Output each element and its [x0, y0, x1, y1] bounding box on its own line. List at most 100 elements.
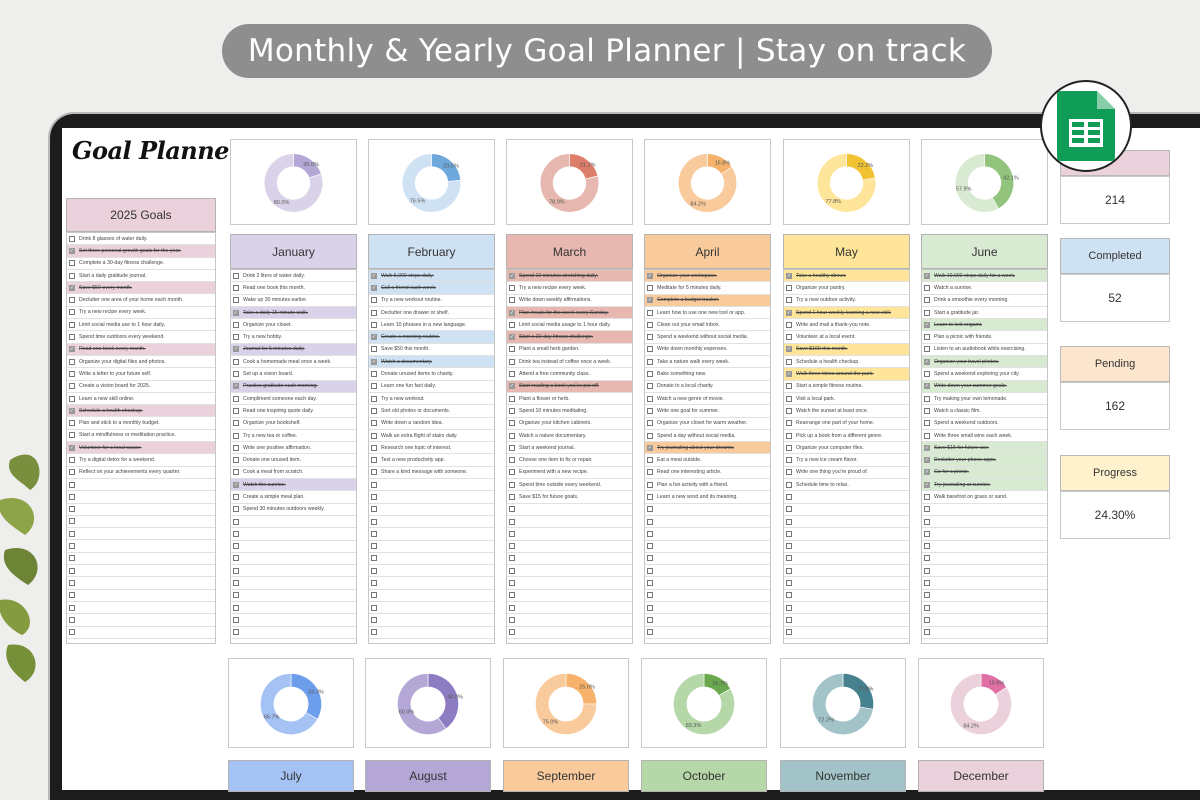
checkbox[interactable]: ✓: [924, 383, 930, 390]
goal-text[interactable]: Spend a weekend without social media.: [657, 334, 749, 341]
goal-text[interactable]: Declutter your phone apps.: [934, 457, 997, 464]
checkbox[interactable]: [371, 555, 377, 562]
checkbox[interactable]: [924, 543, 930, 550]
checkbox[interactable]: ✓: [924, 272, 930, 279]
checkbox[interactable]: [509, 530, 515, 537]
checkbox[interactable]: [69, 506, 75, 513]
checkbox[interactable]: [647, 518, 653, 525]
checkbox[interactable]: ✓: [509, 334, 515, 341]
goal-text[interactable]: Start reading a book you've put off.: [519, 383, 600, 390]
goal-text[interactable]: Save $50 this month.: [381, 346, 430, 353]
checkbox[interactable]: [371, 457, 377, 464]
checkbox[interactable]: [371, 432, 377, 439]
goal-text[interactable]: Learn a new word and its meaning.: [657, 493, 738, 500]
checkbox[interactable]: [647, 334, 653, 341]
checkbox[interactable]: [371, 604, 377, 611]
checkbox[interactable]: [233, 272, 239, 279]
goal-text[interactable]: Create a vision board for 2025.: [79, 383, 151, 390]
checkbox[interactable]: [647, 420, 653, 427]
checkbox[interactable]: ✓: [924, 481, 930, 488]
goal-text[interactable]: Start a simple fitness routine.: [796, 383, 863, 390]
checkbox[interactable]: [924, 371, 930, 378]
goal-text[interactable]: Try journaling at sunrise.: [934, 481, 991, 488]
checkbox[interactable]: ✓: [371, 358, 377, 365]
checkbox[interactable]: [924, 407, 930, 414]
goal-text[interactable]: Read one interesting article.: [657, 469, 722, 476]
checkbox[interactable]: [233, 321, 239, 328]
goal-text[interactable]: Choose one item to fix or repair.: [519, 457, 593, 464]
checkbox[interactable]: ✓: [371, 272, 377, 279]
checkbox[interactable]: ✓: [69, 247, 75, 254]
goal-text[interactable]: Create a simple meal plan.: [243, 493, 305, 500]
checkbox[interactable]: [233, 284, 239, 291]
checkbox[interactable]: ✓: [509, 309, 515, 316]
checkbox[interactable]: ✓: [786, 272, 792, 279]
checkbox[interactable]: [786, 383, 792, 390]
checkbox[interactable]: [786, 616, 792, 623]
goal-text[interactable]: Cook a homemade meal once a week.: [243, 358, 332, 365]
checkbox[interactable]: [786, 284, 792, 291]
checkbox[interactable]: [371, 346, 377, 353]
goal-text[interactable]: Try a new recipe every week.: [519, 284, 587, 291]
checkbox[interactable]: ✓: [924, 321, 930, 328]
goal-text[interactable]: Test a new productivity app.: [381, 457, 446, 464]
checkbox[interactable]: [786, 321, 792, 328]
checkbox[interactable]: [786, 358, 792, 365]
checkbox[interactable]: [786, 604, 792, 611]
checkbox[interactable]: [509, 371, 515, 378]
goal-text[interactable]: Donate one unused item.: [243, 457, 301, 464]
checkbox[interactable]: [786, 432, 792, 439]
checkbox[interactable]: [69, 481, 75, 488]
checkbox[interactable]: [233, 334, 239, 341]
goal-text[interactable]: Listen to an audiobook while exercising.: [934, 346, 1026, 353]
checkbox[interactable]: [924, 580, 930, 587]
checkbox[interactable]: [647, 395, 653, 402]
checkbox[interactable]: ✓: [786, 346, 792, 353]
goal-text[interactable]: Drink 8 glasses of water daily.: [79, 235, 148, 242]
goal-text[interactable]: Donate unused items to charity.: [381, 371, 454, 378]
checkbox[interactable]: [233, 506, 239, 513]
checkbox[interactable]: [786, 506, 792, 513]
goal-text[interactable]: Plan a fun activity with a friend.: [657, 481, 729, 488]
checkbox[interactable]: [509, 297, 515, 304]
checkbox[interactable]: [647, 358, 653, 365]
checkbox[interactable]: [509, 616, 515, 623]
goal-text[interactable]: Spend a weekend outdoors.: [934, 420, 999, 427]
goal-text[interactable]: Visit a local park.: [796, 395, 836, 402]
checkbox[interactable]: [371, 469, 377, 476]
checkbox[interactable]: [647, 284, 653, 291]
checkbox[interactable]: [647, 555, 653, 562]
checkbox[interactable]: [509, 457, 515, 464]
checkbox[interactable]: ✓: [647, 444, 653, 451]
checkbox[interactable]: [69, 395, 75, 402]
goal-text[interactable]: Watch a nature documentary.: [519, 432, 587, 439]
checkbox[interactable]: [509, 592, 515, 599]
checkbox[interactable]: [509, 469, 515, 476]
goal-text[interactable]: Start a gratitude jar.: [934, 309, 980, 316]
goal-text[interactable]: Save $15 for future use.: [934, 444, 990, 451]
checkbox[interactable]: [924, 506, 930, 513]
checkbox[interactable]: [69, 616, 75, 623]
checkbox[interactable]: [924, 555, 930, 562]
goal-text[interactable]: Call a friend each week.: [381, 284, 437, 291]
checkbox[interactable]: [69, 383, 75, 390]
checkbox[interactable]: [69, 629, 75, 636]
checkbox[interactable]: [69, 260, 75, 267]
checkbox[interactable]: [924, 309, 930, 316]
checkbox[interactable]: ✓: [233, 346, 239, 353]
checkbox[interactable]: [647, 481, 653, 488]
checkbox[interactable]: ✓: [647, 272, 653, 279]
checkbox[interactable]: [69, 370, 75, 377]
goal-text[interactable]: Take a daily 15-minute walk.: [243, 309, 309, 316]
checkbox[interactable]: [69, 555, 75, 562]
goal-text[interactable]: Eat a meal outside.: [657, 457, 702, 464]
goal-text[interactable]: Reflect on your achievements every quart…: [79, 469, 181, 476]
checkbox[interactable]: [647, 567, 653, 574]
checkbox[interactable]: [69, 592, 75, 599]
checkbox[interactable]: [509, 284, 515, 291]
goal-text[interactable]: Watch a classic film.: [934, 407, 981, 414]
checkbox[interactable]: [69, 604, 75, 611]
checkbox[interactable]: [509, 493, 515, 500]
goal-text[interactable]: Donate to a local charity.: [657, 383, 714, 390]
goal-text[interactable]: Write a letter to your future self.: [79, 370, 152, 377]
